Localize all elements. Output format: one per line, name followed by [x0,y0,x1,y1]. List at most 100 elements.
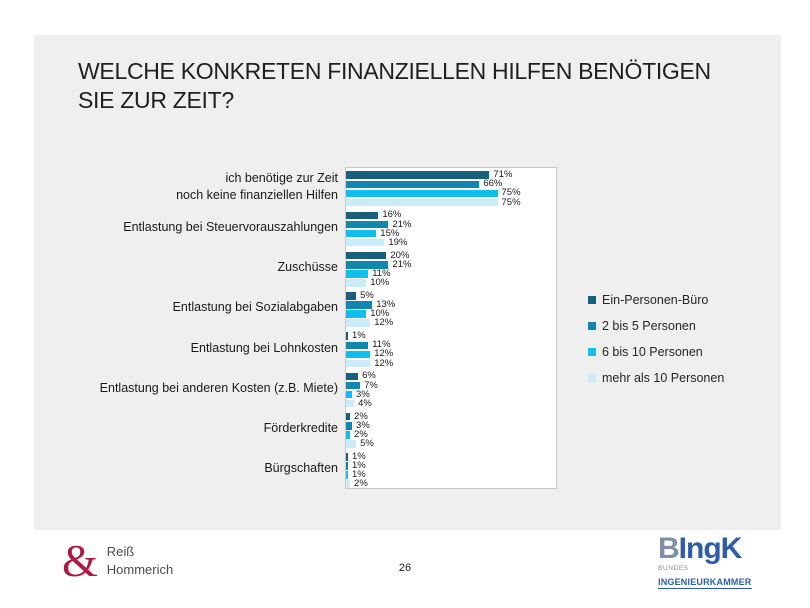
legend-item: Ein-Personen-Büro [588,287,724,313]
bar-segment [346,480,351,488]
category-label: Bürgschaften [264,461,338,476]
data-label: 1% [352,460,366,472]
data-label: 5% [360,289,374,301]
plot-area: 71% 66% 75% 75% 16% 21% 15% 19% 20% 21% 11% 10% 5% 13… [345,167,557,489]
data-label: 2% [354,428,368,440]
bar-segment [346,279,367,287]
legend-item: mehr als 10 Personen [588,365,724,391]
legend-marker-icon [588,296,596,304]
category-label: Entlastung bei anderen Kosten (z.B. Miet… [99,380,338,395]
data-label: 20% [390,249,410,261]
bar-segment [346,399,355,408]
legend-label: Ein-Personen-Büro [602,293,709,307]
bar-segment [346,471,349,479]
bingk-logo: BIngK BUNDES INGENIEURKAMMER [658,534,770,590]
legend-marker-icon [588,322,596,330]
bar-segment [346,412,351,421]
bar-segment [346,171,490,179]
data-label: 19% [388,236,408,248]
bar-segment [346,238,385,247]
bar-chart: ich benötige zur Zeit noch keine finanzi… [34,35,781,530]
bar-segment [346,211,379,220]
data-label: 15% [380,227,400,239]
category-label: ich benötige zur Zeit noch keine finanzi… [176,171,338,203]
bar-segment [346,372,359,381]
logo-text-line2: Hommerich [106,562,174,578]
reiss-hommerich-text: Reiß Hommerich [107,543,173,579]
logo-text-line1: Reiß [106,544,135,559]
data-label: 12% [374,357,394,369]
data-label: 75% [501,187,521,199]
bar-segment [346,440,357,448]
legend-label: 6 bis 10 Personen [602,345,703,359]
bingk-subtitle-ingenieurkammer: INGENIEURKAMMER [658,577,752,589]
bar-segment [346,220,389,229]
bar-segment [346,422,353,430]
data-label: 2% [354,478,368,490]
data-label: 1% [352,450,366,462]
data-label: 3% [356,388,370,400]
data-label: 12% [374,317,394,329]
data-label: 11% [372,267,391,279]
bar-segment [346,198,498,207]
legend-item: 2 bis 5 Personen [588,313,724,339]
bar-segment [346,431,351,439]
bar-segment [346,180,480,188]
bingk-wordmark-b: B [658,532,680,565]
bar-segment [346,390,353,399]
bar-segment [346,270,369,278]
data-label: 2% [354,410,368,422]
category-label: Entlastung bei Sozialabgaben [172,300,338,315]
bar-segment [346,381,361,390]
data-label: 71% [493,169,513,181]
category-labels: ich benötige zur Zeit noch keine finanzi… [34,167,345,489]
bar-segment [346,332,349,340]
data-label: 16% [382,209,402,221]
page-number: 26 [398,562,412,574]
legend-marker-icon [588,374,596,382]
category-label: Förderkredite [263,421,338,436]
data-label: 3% [356,419,370,431]
slide-title: WELCHE KONKRETEN FINANZIELLEN HILFEN BEN… [78,58,711,114]
data-label: 12% [374,348,394,360]
data-label: 6% [362,370,376,382]
slide-content-panel: WELCHE KONKRETEN FINANZIELLEN HILFEN BEN… [34,35,781,530]
bar-segment [346,359,371,368]
reiss-hommerich-logo: & Reiß Hommerich [62,535,173,586]
bar-segment [346,189,498,198]
legend-marker-icon [588,348,596,356]
data-label: 10% [370,277,390,288]
bar-segment [346,292,357,300]
bar-segment [346,341,369,349]
bingk-wordmark: BIngK [658,534,770,564]
data-label: 5% [360,438,374,449]
data-label: 10% [370,308,390,320]
data-label: 7% [364,379,378,391]
legend-item: 6 bis 10 Personen [588,339,724,365]
bar-segment [346,229,377,238]
bar-segment [346,453,349,461]
data-label: 66% [483,178,503,190]
legend: Ein-Personen-Büro 2 bis 5 Personen 6 bis 1… [588,287,724,391]
category-label: Zuschüsse [277,260,338,275]
bingk-subtitle-bundes: BUNDES [658,565,689,572]
ampersand-logo-icon: & [62,535,98,586]
bar-segment [346,251,387,260]
legend-label: 2 bis 5 Personen [602,319,696,333]
data-label: 75% [501,196,521,208]
data-label: 21% [392,218,412,230]
data-label: 21% [392,258,412,270]
data-label: 1% [352,469,366,481]
data-label: 13% [376,299,396,311]
bingk-wordmark-ingk: IngK [678,532,743,565]
data-label: 11% [372,339,391,351]
bar-segment [346,462,349,470]
bar-segment [346,350,371,359]
bar-segment [346,310,367,318]
category-label: Entlastung bei Lohnkosten [190,340,338,355]
data-label: 1% [352,330,366,342]
data-label: 4% [358,397,372,409]
legend-label: mehr als 10 Personen [602,371,725,385]
bar-segment [346,319,371,327]
